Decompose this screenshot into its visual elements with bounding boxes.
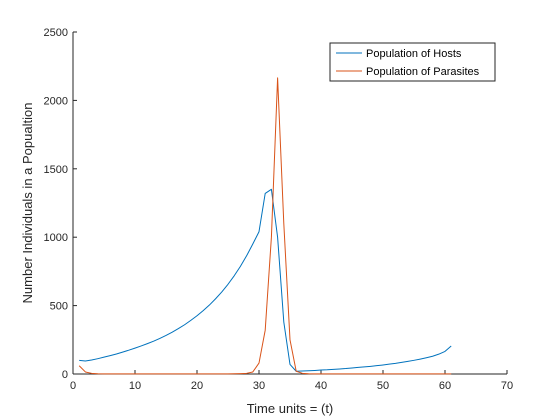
x-tick-label: 0 [70,380,76,392]
series-line-hosts [79,188,452,372]
y-tick-label: 1500 [44,164,68,176]
y-tick-label: 1000 [44,232,68,244]
x-tick-label: 20 [191,380,203,392]
legend-label-hosts: Population of Hosts [366,48,462,60]
y-tick-label: 2500 [44,27,68,39]
legend-box [329,42,496,82]
x-axis-label: Time units = (t) [247,401,334,416]
x-tick-label: 30 [253,380,265,392]
y-tick-label: 2000 [44,95,68,107]
legend: Population of Hosts Population of Parasi… [329,42,496,82]
series-line-parasites [78,77,452,375]
x-tick-label: 70 [501,380,513,392]
y-tick-label: 500 [50,301,68,313]
series-group [78,77,452,375]
plot-area [72,32,507,375]
y-ticks: 0 500 1000 1500 2000 2500 [44,27,77,381]
x-tick-label: 40 [315,380,327,392]
y-tick-label: 0 [62,369,68,381]
legend-label-parasites: Population of Parasites [366,66,480,78]
x-tick-label: 60 [439,380,451,392]
x-tick-label: 10 [129,380,141,392]
y-axis-label: Number Individuals in a Popualtion [20,103,35,304]
x-ticks: 0 10 20 30 40 50 60 70 [70,370,513,392]
x-tick-label: 50 [377,380,389,392]
